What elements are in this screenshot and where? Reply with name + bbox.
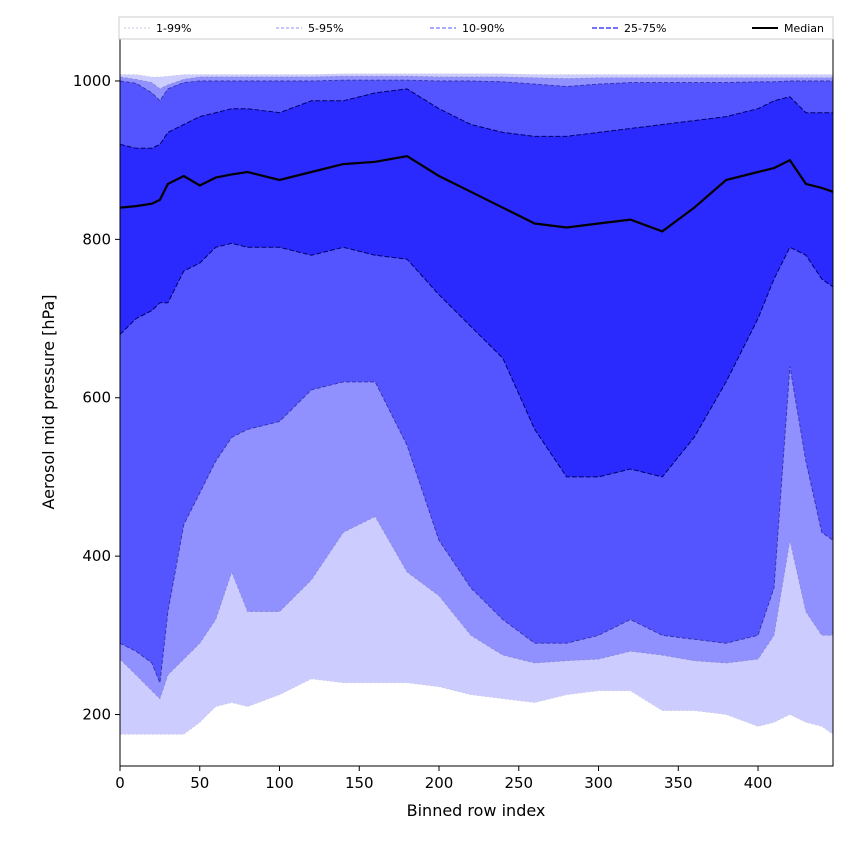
band-edge-5-95--upper xyxy=(120,75,833,90)
median-point xyxy=(278,179,281,181)
y-axis: 200 400 600 800 1000 xyxy=(73,72,120,724)
median-point xyxy=(565,226,568,229)
y-tick-label: 1000 xyxy=(73,72,111,90)
median-point xyxy=(135,205,137,208)
y-tick-label: 400 xyxy=(82,547,111,565)
x-axis: 0 50 100 150 200 250 300 350 400 xyxy=(115,766,772,792)
band-edge-5-95--lower xyxy=(120,516,833,700)
line-layer xyxy=(120,73,833,735)
legend-label-1-99-: 1-99% xyxy=(156,22,191,35)
median-point xyxy=(470,190,472,193)
median-point xyxy=(198,184,201,187)
legend-label-median: Median xyxy=(784,22,824,35)
legend-frame xyxy=(118,16,834,40)
median-point xyxy=(805,183,807,185)
median-point xyxy=(374,160,377,163)
median-point xyxy=(214,176,217,179)
median-point xyxy=(789,159,791,162)
median-point xyxy=(820,187,823,189)
median-point xyxy=(773,167,775,170)
median-point xyxy=(167,183,169,185)
x-axis-label: Binned row index xyxy=(407,801,546,820)
y-axis-label: Aerosol mid pressure [hPa] xyxy=(39,294,58,509)
legend-label-5-95-: 5-95% xyxy=(308,22,343,35)
legend-label-25-75-: 25-75% xyxy=(624,22,666,35)
x-tick-label: 300 xyxy=(584,774,613,792)
median-point xyxy=(757,171,759,173)
median-point xyxy=(597,222,600,225)
x-tick-label: 350 xyxy=(664,774,693,792)
band-edge-1-99--upper xyxy=(120,73,833,78)
band-edge-1-99--lower xyxy=(120,678,833,735)
x-tick-label: 250 xyxy=(504,774,533,792)
y-tick-label: 800 xyxy=(82,230,111,248)
median-point xyxy=(342,163,345,166)
x-tick-label: 200 xyxy=(425,774,454,792)
x-tick-label: 400 xyxy=(744,774,773,792)
x-tick-label: 100 xyxy=(265,774,294,792)
legend-label-10-90-: 10-90% xyxy=(462,22,504,35)
legend: 1-99% 5-95% 10-90% 25-75% Median xyxy=(118,16,834,40)
x-tick-label: 150 xyxy=(345,774,374,792)
band-edge-10-90--upper xyxy=(120,79,833,102)
median-point xyxy=(629,218,632,221)
median-point xyxy=(182,175,185,177)
band-25-75- xyxy=(120,88,833,477)
median-point xyxy=(159,198,161,201)
y-tick-label: 600 xyxy=(82,389,111,407)
band-edge-10-90--lower xyxy=(120,366,833,683)
median-point xyxy=(693,206,696,209)
band-edge-25-75--upper xyxy=(120,88,833,149)
median-point xyxy=(406,155,408,158)
x-tick-label: 0 xyxy=(115,774,125,792)
median-point xyxy=(533,222,536,225)
y-tick-label: 200 xyxy=(82,706,111,724)
median-point xyxy=(725,179,727,181)
band-edge-25-75--lower xyxy=(120,242,833,478)
median-point xyxy=(151,202,153,205)
median-point xyxy=(661,230,664,233)
median-point xyxy=(501,206,504,209)
median-point xyxy=(310,171,313,173)
median-point xyxy=(246,171,249,173)
median-point xyxy=(230,173,233,176)
median-point xyxy=(438,175,440,177)
band-layer xyxy=(120,73,833,735)
x-tick-label: 50 xyxy=(190,774,209,792)
